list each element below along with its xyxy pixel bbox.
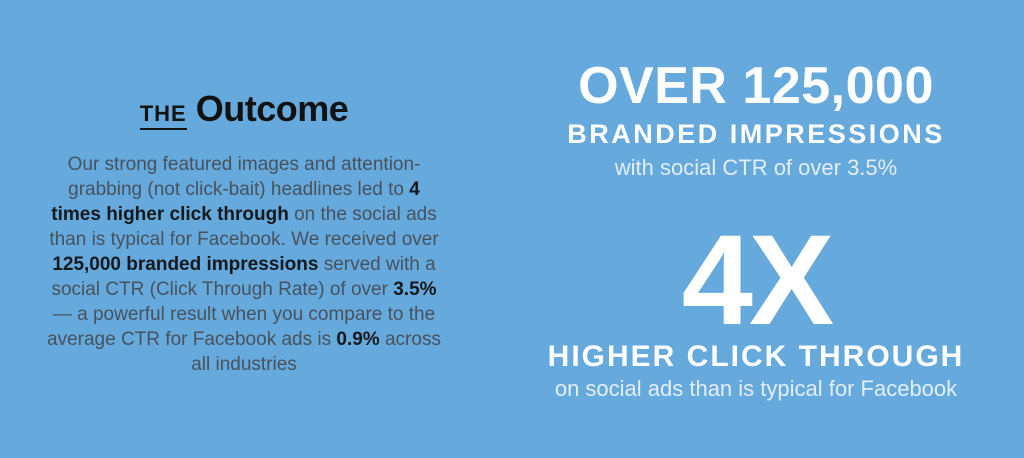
stat-impressions-label: BRANDED IMPRESSIONS (567, 119, 945, 150)
stat-impressions-caption: with social CTR of over 3.5% (614, 154, 898, 180)
section-title: THE Outcome (139, 88, 349, 130)
outcome-paragraph: Our strong featured images and attention… (47, 154, 441, 375)
stat-impressions-value: OVER 125,000 (578, 57, 934, 115)
section-title-outcome: Outcome (195, 88, 349, 129)
stat-branded-impressions: OVER 125,000 BRANDED IMPRESSIONS with so… (488, 57, 1024, 181)
stat-click-through: 4X HIGHER CLICK THROUGH on social ads th… (488, 208, 1024, 403)
stat-click-through-caption: on social ads than is typical for Facebo… (554, 376, 958, 402)
stat-click-through-value: 4X (681, 208, 835, 352)
outcome-text-column: THE Outcome Our strong featured images a… (0, 0, 488, 458)
section-title-the: THE (139, 101, 187, 130)
stat-click-through-label: HIGHER CLICK THROUGH (547, 340, 965, 374)
stats-column: OVER 125,000 BRANDED IMPRESSIONS with so… (488, 0, 1024, 458)
